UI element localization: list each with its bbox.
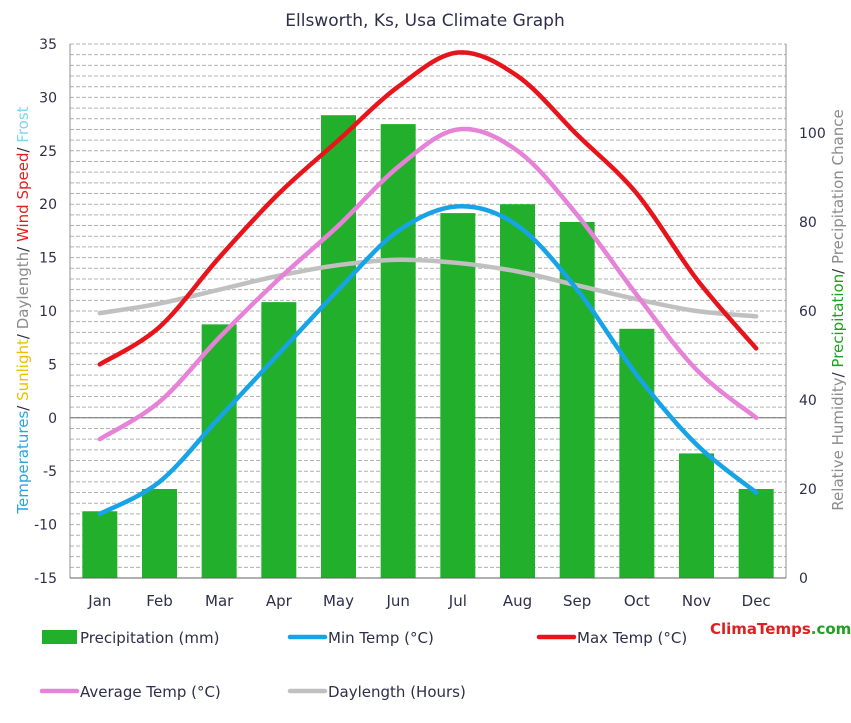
precipitation-bar xyxy=(321,115,356,578)
precipitation-bar xyxy=(380,124,416,578)
right-tick-label: 100 xyxy=(799,126,826,142)
brand-part: Clima xyxy=(710,620,757,638)
legend-label: Min Temp (°C) xyxy=(328,629,434,647)
axis-title-segment: / xyxy=(14,242,32,252)
legend-item: Daylength (Hours) xyxy=(287,683,466,701)
legend-item: Average Temp (°C) xyxy=(39,683,221,701)
month-label: Aug xyxy=(503,592,532,610)
axis-title-segment: Sunlight xyxy=(14,339,32,401)
precipitation-bar xyxy=(201,324,237,578)
axis-title-segment: Temperatures xyxy=(14,411,32,515)
legend: Precipitation (mm) Min Temp (°C) Max Temp … xyxy=(39,629,687,701)
left-tick-label: 15 xyxy=(39,251,57,267)
axis-title-segment: Relative Humidity xyxy=(829,377,847,510)
axis-title-segment: / xyxy=(14,401,32,411)
month-label: Mar xyxy=(205,592,234,610)
month-label: Apr xyxy=(266,592,293,610)
axis-title-segment: Wind Speed xyxy=(14,153,32,243)
axis-title-segment: / xyxy=(14,143,32,153)
precipitation-bar xyxy=(142,489,177,578)
average-temp-c-line xyxy=(97,126,759,442)
left-axis-title: Temperatures/ Sunlight/ Daylength/ Wind … xyxy=(14,106,32,514)
month-label: Jul xyxy=(448,592,467,610)
precipitation-bar xyxy=(82,511,118,578)
lines-layer xyxy=(97,50,759,517)
precipitation-bar xyxy=(738,489,774,578)
legend-swatch xyxy=(42,630,77,644)
month-label: Jan xyxy=(87,592,111,610)
legend-label: Average Temp (°C) xyxy=(80,683,221,701)
axis-title-segment: Precipitation Chance xyxy=(829,109,847,264)
axis-title-segment: Precipitation xyxy=(829,274,847,368)
left-tick-label: 10 xyxy=(39,304,57,320)
precipitation-bar xyxy=(619,328,655,578)
axis-title-segment: / xyxy=(14,329,32,339)
chart-title: Ellsworth, Ks, Usa Climate Graph xyxy=(285,11,565,31)
month-label: Nov xyxy=(682,592,711,610)
left-tick-label: -5 xyxy=(43,464,57,480)
axis-title-segment: Daylength xyxy=(14,252,32,329)
month-label: Sep xyxy=(563,592,591,610)
left-tick-label: -10 xyxy=(34,518,57,534)
right-axis-title: Relative Humidity/ Precipitation/ Precip… xyxy=(829,109,847,510)
precipitation-bar xyxy=(261,302,297,578)
brand-part: .com xyxy=(811,620,851,638)
legend-label: Max Temp (°C) xyxy=(577,629,687,647)
right-tick-label: 80 xyxy=(799,215,817,231)
right-tick-label: 60 xyxy=(799,304,817,320)
right-tick-label: 20 xyxy=(799,482,817,498)
legend-item: Min Temp (°C) xyxy=(287,629,434,647)
left-tick-label: 0 xyxy=(48,411,57,427)
month-label: Jun xyxy=(385,592,409,610)
precipitation-bar xyxy=(500,204,535,578)
axis-title-segment: Frost xyxy=(14,106,32,142)
legend-item: Max Temp (°C) xyxy=(536,629,687,647)
brand-logo[interactable]: ClimaTemps.com xyxy=(710,620,851,638)
axis-title-segment: / xyxy=(829,264,847,274)
precipitation-bar xyxy=(679,453,714,578)
brand-part: Temps xyxy=(757,620,811,638)
precipitation-bar xyxy=(440,213,476,578)
min-temp-c-line xyxy=(97,204,759,517)
legend-item: Precipitation (mm) xyxy=(42,629,219,647)
left-tick-label: 20 xyxy=(39,197,57,213)
right-tick-label: 0 xyxy=(799,571,808,587)
month-label: Dec xyxy=(742,592,771,610)
max-temp-c-line xyxy=(97,50,759,367)
axis-title-segment: / xyxy=(829,368,847,378)
legend-label: Daylength (Hours) xyxy=(328,683,466,701)
month-label: Feb xyxy=(146,592,173,610)
bars-layer xyxy=(82,115,774,578)
left-tick-label: -15 xyxy=(34,571,57,587)
right-tick-label: 40 xyxy=(799,393,817,409)
left-tick-label: 5 xyxy=(48,357,57,373)
month-label: May xyxy=(323,592,354,610)
left-tick-label: 35 xyxy=(39,37,57,53)
axes-layer: -15 -10 -5 0 5 10 15 20 25 30 35 0 20 40 60 80 100 Jan Feb… xyxy=(34,37,826,610)
month-label: Oct xyxy=(624,592,650,610)
left-tick-label: 25 xyxy=(39,144,57,160)
left-tick-label: 30 xyxy=(39,90,57,106)
legend-label: Precipitation (mm) xyxy=(80,629,219,647)
